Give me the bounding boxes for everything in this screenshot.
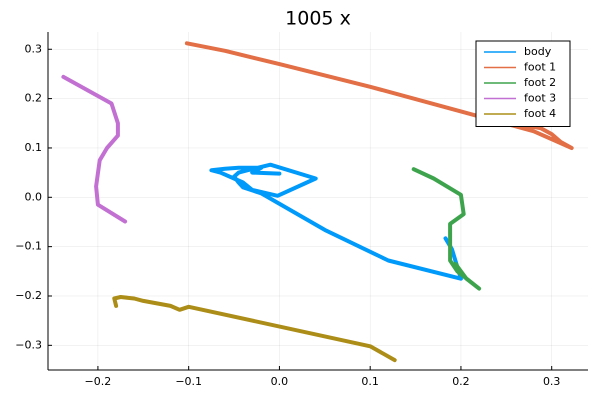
x-tick-label: 0.1 xyxy=(361,375,379,388)
series-line-foot-4 xyxy=(112,295,397,363)
chart-title: 1005 x xyxy=(285,8,351,30)
x-tick-label: −0.1 xyxy=(175,375,202,388)
series-line-foot-2 xyxy=(411,167,482,291)
series-line-foot-1 xyxy=(184,41,574,150)
legend-label: foot 3 xyxy=(524,92,556,105)
series-line-body xyxy=(209,162,463,281)
x-tick-label: 0.0 xyxy=(271,375,289,388)
plot-lines xyxy=(61,41,574,363)
legend-label: foot 4 xyxy=(524,107,556,120)
legend-label: foot 2 xyxy=(524,76,556,89)
y-tick-label: −0.3 xyxy=(15,338,42,351)
y-tick-label: 0.1 xyxy=(25,141,43,154)
y-tick-label: 0.0 xyxy=(25,190,43,203)
y-tick-label: 0.3 xyxy=(25,42,43,55)
y-tick-label: −0.1 xyxy=(15,240,42,253)
legend-label: body xyxy=(524,45,552,58)
axes: −0.2 −0.1 0.0 0.1 0.2 0.3 −0.3 −0.2 −0.1 0.0 0.1 0.… xyxy=(15,32,588,388)
series-line-foot-3 xyxy=(61,74,128,224)
grid xyxy=(48,32,588,370)
x-tick-label: 0.3 xyxy=(543,375,561,388)
legend: body foot 1 foot 2 foot 3 foot 4 xyxy=(475,40,571,127)
x-tick-label: −0.2 xyxy=(85,375,112,388)
x-tick-label: 0.2 xyxy=(452,375,470,388)
legend-label: foot 1 xyxy=(524,61,556,74)
y-tick-label: 0.2 xyxy=(25,92,43,105)
y-tick-label: −0.2 xyxy=(15,289,42,302)
